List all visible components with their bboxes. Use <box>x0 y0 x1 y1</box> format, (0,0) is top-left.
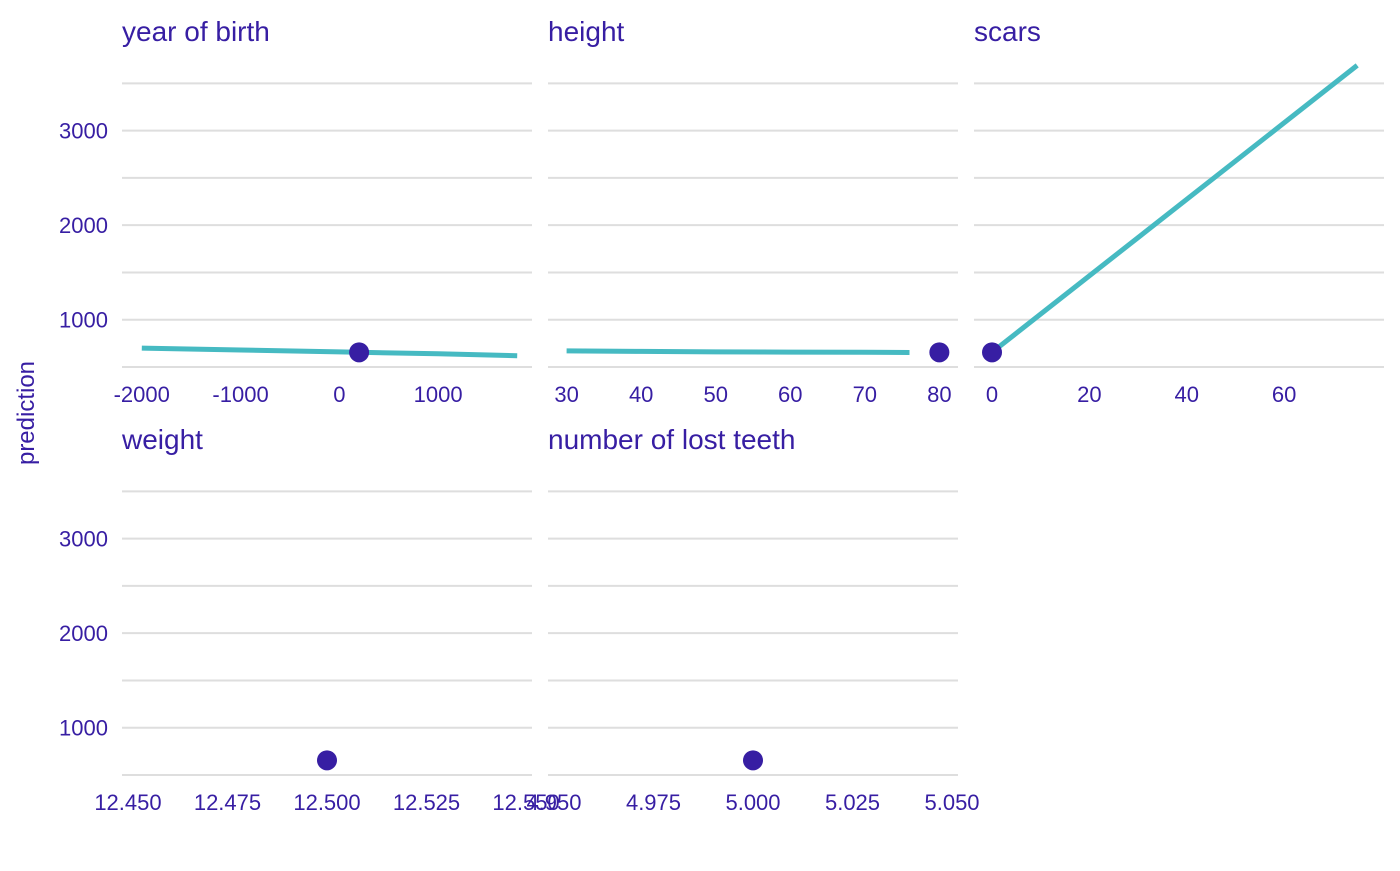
x-tick-label: 70 <box>853 382 877 407</box>
x-tick-label: 60 <box>778 382 802 407</box>
y-axis-label: prediction <box>13 361 40 465</box>
panel-title: year of birth <box>122 16 270 47</box>
x-tick-label: 0 <box>333 382 345 407</box>
y-tick-label: 2000 <box>59 621 108 646</box>
observation-point <box>317 750 337 771</box>
x-tick-label: 5.025 <box>825 790 880 815</box>
x-tick-label: 12.500 <box>293 790 360 815</box>
panel-year-of-birth: year of birth 1000 2000 3000 -2000 -1000 0 1000 <box>59 16 532 407</box>
y-tick-label: 1000 <box>59 308 108 333</box>
panel-title: height <box>548 16 625 47</box>
profile-line <box>141 345 518 359</box>
x-tick-label: 4.950 <box>526 790 581 815</box>
x-tick-label: 12.450 <box>94 790 161 815</box>
x-tick-label: 30 <box>554 382 578 407</box>
x-tick-label: -2000 <box>114 382 170 407</box>
panel-title: number of lost teeth <box>548 424 795 455</box>
panel-title: weight <box>121 424 203 455</box>
y-tick-label: 3000 <box>59 527 108 552</box>
panel-scars: scars 0 20 40 60 <box>974 16 1384 407</box>
panel-weight: weight 1000 2000 3000 12.450 12.475 12.500 12.5… <box>59 424 560 815</box>
observation-point <box>349 342 370 363</box>
x-tick-label: 20 <box>1077 382 1101 407</box>
x-tick-label: 40 <box>629 382 653 407</box>
x-tick-label: 5.000 <box>725 790 780 815</box>
x-tick-label: 12.550 <box>492 790 559 815</box>
y-tick-label: 1000 <box>59 716 108 741</box>
x-tick-label: 50 <box>703 382 727 407</box>
observation-point <box>982 342 1003 363</box>
x-tick-label: 60 <box>1272 382 1296 407</box>
x-tick-label: 80 <box>927 382 951 407</box>
x-tick-label: 0 <box>986 382 998 407</box>
profile-line <box>566 348 910 355</box>
panel-number-of-lost-teeth: number of lost teeth 4.950 4.975 5.000 5.025… <box>526 424 979 815</box>
x-tick-label: 5.050 <box>924 790 979 815</box>
panel-height: height 30 40 50 60 70 80 <box>548 16 958 407</box>
x-tick-label: 4.975 <box>626 790 681 815</box>
panel-title: scars <box>974 16 1041 47</box>
x-tick-label: 1000 <box>414 382 463 407</box>
y-tick-label: 3000 <box>59 119 108 144</box>
x-tick-label: 40 <box>1175 382 1199 407</box>
observation-point <box>929 342 950 363</box>
x-tick-label: 12.525 <box>393 790 460 815</box>
x-tick-label: -1000 <box>212 382 268 407</box>
observation-point <box>743 750 763 771</box>
profile-line <box>990 63 1359 355</box>
y-tick-label: 2000 <box>59 213 108 238</box>
x-tick-label: 12.475 <box>194 790 261 815</box>
